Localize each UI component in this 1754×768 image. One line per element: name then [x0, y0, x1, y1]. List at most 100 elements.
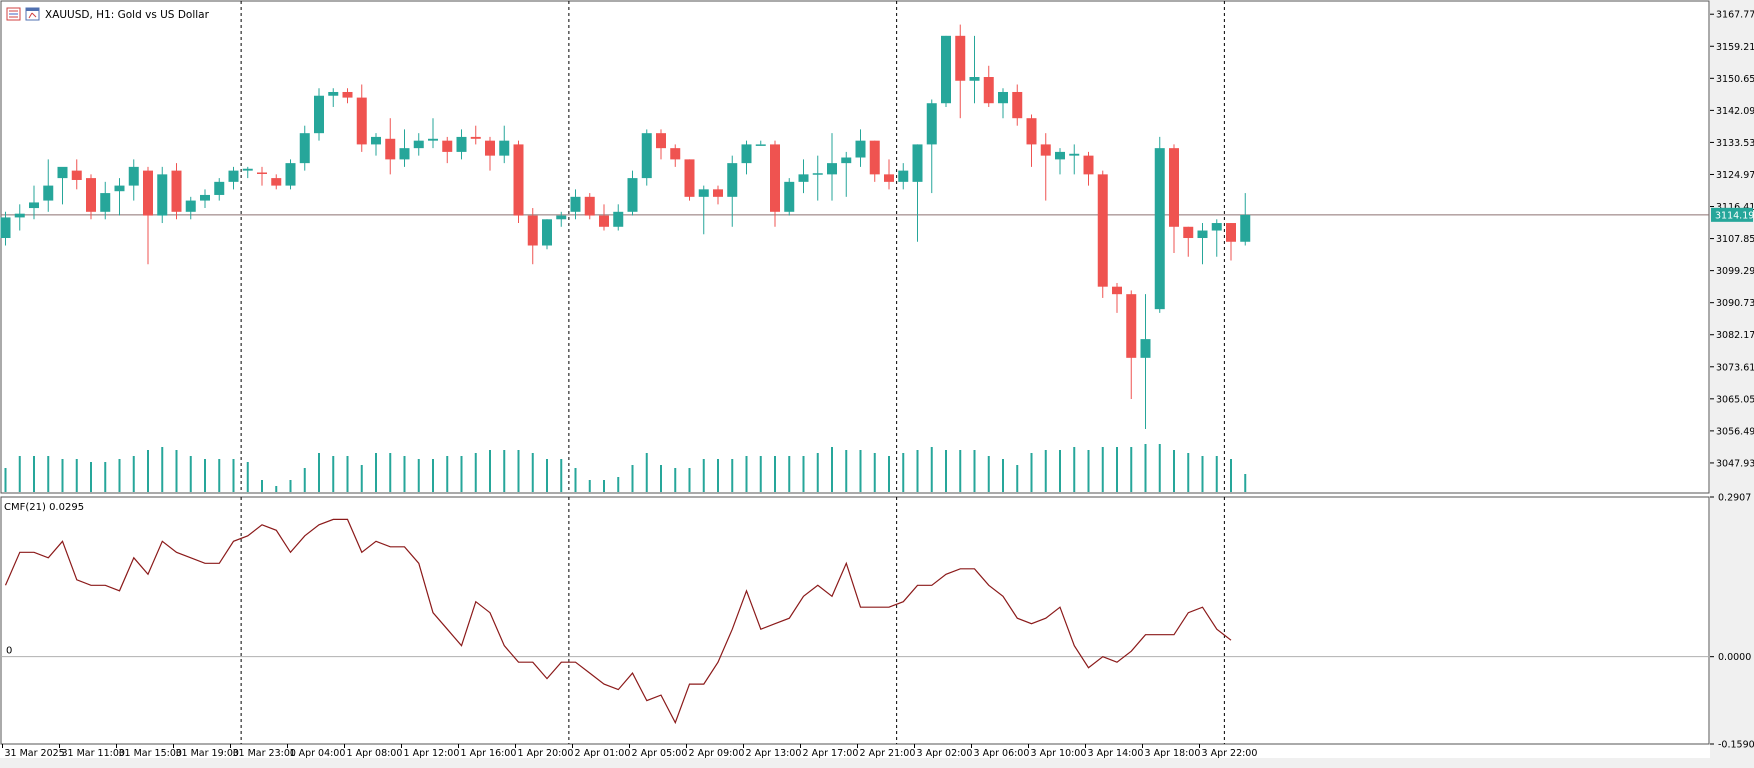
candle	[627, 170, 638, 216]
candle	[584, 193, 595, 220]
time-tick-label: 3 Apr 14:00	[1088, 748, 1144, 759]
candle-body	[798, 174, 809, 182]
candle	[513, 140, 524, 224]
candle-body	[1097, 174, 1108, 287]
candle	[670, 144, 681, 167]
price-axis[interactable]: 3167.77 3159.21 3150.65 3142.09 3133.53 3124.…	[1710, 10, 1754, 470]
candle-body	[43, 185, 54, 201]
candle-body	[741, 144, 752, 164]
chart-menu-icon[interactable]	[6, 7, 21, 21]
candle-body	[143, 170, 153, 216]
time-tick-label: 3 Apr 22:00	[1202, 748, 1258, 759]
chart-window-icon[interactable]	[25, 7, 40, 21]
candle	[898, 163, 909, 190]
candle	[983, 65, 994, 107]
candle-body	[827, 163, 837, 175]
cmf-zero-label: 0	[6, 646, 12, 657]
candle	[1083, 151, 1094, 186]
candle-body	[0, 217, 11, 239]
chart-canvas[interactable]	[0, 0, 1710, 758]
candle-body	[314, 95, 324, 134]
candle-body	[356, 97, 367, 145]
candle	[1226, 223, 1236, 261]
candle-body	[86, 178, 96, 212]
candle-body	[841, 157, 852, 164]
candle-body	[14, 213, 25, 218]
candle	[713, 185, 723, 205]
candle-body	[812, 173, 823, 175]
candle	[214, 178, 225, 201]
candle-body	[1055, 151, 1065, 160]
candle	[1097, 170, 1108, 298]
cmf-panel[interactable]: 0 CMF(21) 0.0295 0.2907 0.0000 -0.1590	[0, 493, 1754, 751]
price-tick-label: 3047.93	[1716, 458, 1754, 469]
price-panel-frame	[0, 0, 1710, 494]
time-tick-label: 2 Apr 09:00	[689, 748, 745, 759]
volume-bars	[4, 444, 1247, 492]
candle-body	[1026, 118, 1037, 145]
candle	[741, 140, 752, 175]
candle	[1240, 193, 1251, 246]
time-tick-label: 2 Apr 05:00	[632, 748, 688, 759]
candle	[998, 88, 1008, 119]
candle	[399, 129, 410, 167]
candle-body	[855, 140, 866, 158]
candle-body	[185, 200, 196, 212]
candle	[342, 88, 353, 104]
candle-body	[228, 170, 239, 182]
current-price-badge	[1711, 207, 1753, 222]
candlesticks	[0, 24, 1251, 429]
candle	[542, 219, 552, 250]
candle	[1055, 148, 1065, 175]
candle	[1026, 114, 1037, 167]
candle	[827, 133, 837, 201]
candle-body	[770, 144, 780, 212]
candle	[257, 166, 267, 186]
candle-body	[1126, 294, 1137, 358]
time-tick-label: 2 Apr 13:00	[746, 748, 802, 759]
time-tick-label: 1 Apr 16:00	[461, 748, 517, 759]
candle-body	[969, 77, 980, 81]
time-tick-label: 3 Apr 06:00	[974, 748, 1030, 759]
candle	[969, 35, 980, 104]
candle-body	[100, 193, 111, 212]
candle	[926, 99, 937, 194]
candle-body	[670, 148, 681, 160]
cmf-line	[4, 518, 1232, 725]
candle-body	[385, 138, 396, 160]
price-panel[interactable]: 3167.77 3159.21 3150.65 3142.09 3133.53 3124.…	[0, 0, 1754, 494]
candle-body	[242, 168, 253, 171]
candle-body	[755, 144, 766, 146]
candle	[314, 88, 324, 141]
candle	[413, 133, 424, 156]
candle	[485, 136, 495, 171]
cmf-tick-label: -0.1590	[1718, 740, 1754, 751]
time-tick-label: 3 Apr 18:00	[1145, 748, 1201, 759]
candle-body	[513, 144, 524, 216]
candle-body	[713, 189, 723, 197]
price-tick-label: 3133.53	[1716, 138, 1754, 149]
candle	[1197, 223, 1208, 265]
candle	[527, 208, 538, 265]
candle-body	[912, 144, 923, 182]
price-tick-label: 3090.73	[1716, 298, 1754, 309]
candle-body	[556, 215, 567, 220]
candle-body	[542, 219, 552, 246]
candle	[869, 140, 880, 182]
price-tick-label: 3142.09	[1716, 106, 1754, 117]
symbol-title: XAUUSD, H1: Gold vs US Dollar	[45, 9, 210, 21]
candle	[599, 204, 609, 231]
candle-body	[1211, 223, 1222, 231]
candle	[1154, 136, 1165, 313]
candle-body	[128, 166, 139, 186]
candle-body	[1154, 148, 1165, 310]
candle	[200, 189, 210, 209]
time-tick-label: 3 Apr 02:00	[917, 748, 973, 759]
candle	[1069, 144, 1080, 175]
current-price-label: 3114.19	[1715, 210, 1754, 221]
cmf-axis[interactable]: 0.2907 0.0000 -0.1590	[1710, 493, 1754, 751]
candle-body	[1069, 153, 1080, 156]
candle	[385, 118, 396, 175]
